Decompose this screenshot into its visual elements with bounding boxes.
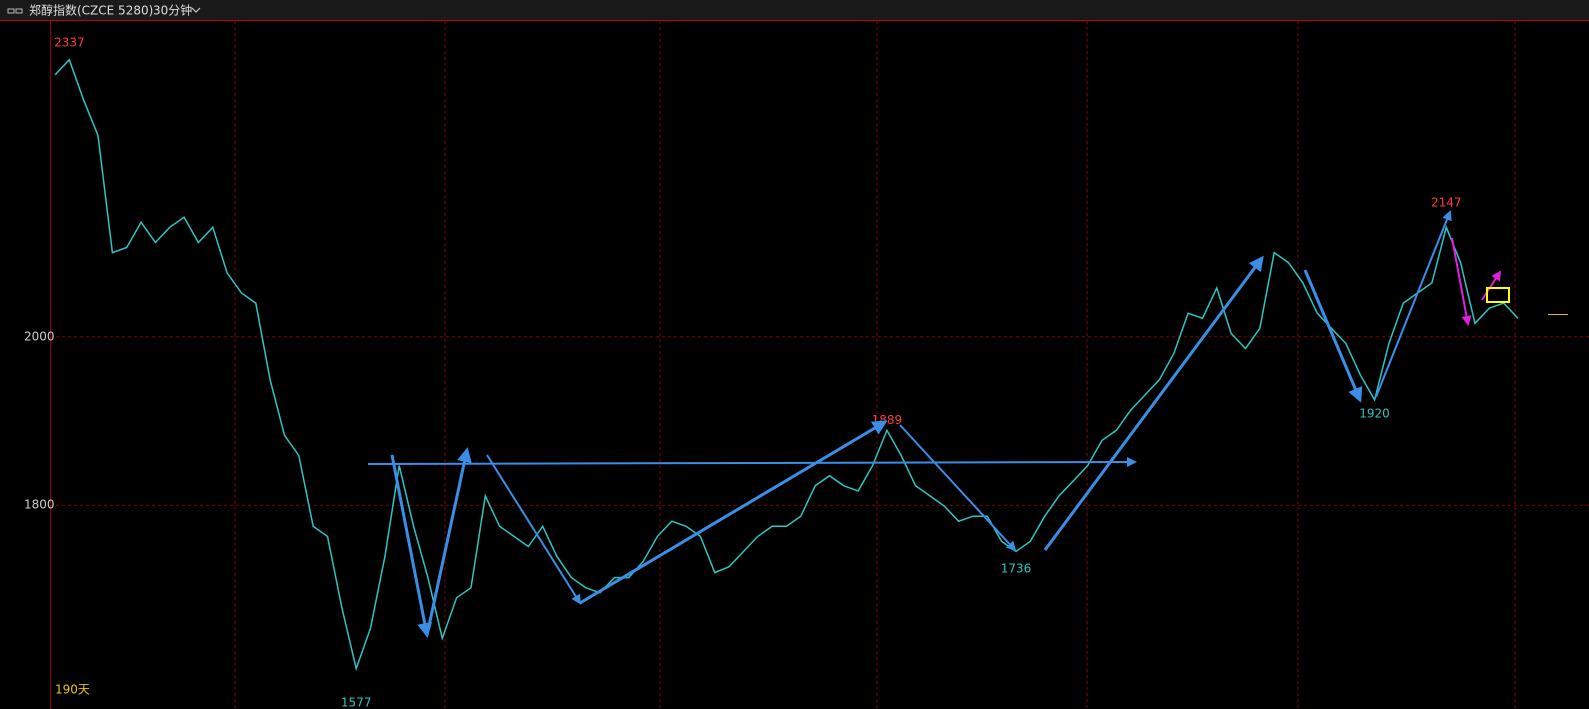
extreme-label: 2147 — [1431, 196, 1462, 210]
extreme-label: 1889 — [872, 413, 903, 427]
extreme-label: 2337 — [54, 36, 85, 50]
date-separators — [234, 21, 1516, 709]
extreme-label: 1736 — [1001, 562, 1032, 576]
y-tick-label: 1800 — [24, 498, 55, 512]
menu-icon[interactable] — [15, 8, 23, 14]
extreme-label: 1577 — [341, 696, 372, 709]
magenta-drawings — [1451, 237, 1502, 326]
price-layer: 1800 2000 2337 1577 1889 1736 1920 2147 — [24, 36, 1589, 709]
extreme-label: 1920 — [1359, 407, 1390, 421]
y-tick-label: 2000 — [24, 329, 55, 343]
highlight-box — [1486, 287, 1510, 303]
footer-label: 190天 — [55, 683, 90, 697]
chart-title: 郑醇指数(CZCE 5280) — [29, 3, 153, 18]
menu-icon[interactable] — [7, 8, 15, 14]
trend-drawings — [367, 210, 1452, 638]
header-bar — [0, 0, 1589, 20]
price-line — [54, 58, 1519, 672]
dropdown-caret[interactable] — [191, 7, 201, 13]
period-selector[interactable]: 30分钟 — [153, 3, 192, 18]
